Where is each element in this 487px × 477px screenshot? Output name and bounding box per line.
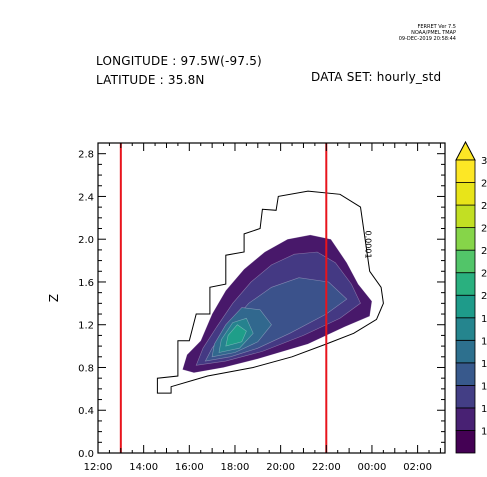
colorbar-swatch — [455, 182, 476, 206]
colorbar-label: 2 — [481, 269, 487, 280]
colorbar-swatch — [455, 159, 476, 183]
x-tick-label: 20:00 — [266, 462, 295, 473]
y-tick-label: 2.8 — [78, 150, 94, 161]
stamp-line-2: NOAA/PMEL TMAP — [411, 30, 456, 36]
colorbar-label: 2 — [481, 291, 487, 302]
plot-content — [156, 190, 384, 394]
x-tick-label: 16:00 — [175, 462, 204, 473]
plot-frame — [97, 142, 446, 454]
colorbar-label: 1 — [481, 359, 487, 370]
colorbar-swatch — [455, 384, 476, 409]
stamp-line-3: 09-DEC-2019 20:58:44 — [398, 36, 456, 42]
colorbar-label: 2 — [481, 179, 487, 190]
colorbar-swatch — [455, 430, 476, 454]
stamp-line-1: FERRET Ver 7.5 — [417, 24, 457, 30]
filled-contour-6 — [225, 324, 247, 347]
colorbar-label: 1 — [481, 426, 487, 437]
y-tick-label: 0.8 — [78, 363, 94, 374]
x-tick-label: 12:00 — [84, 462, 113, 473]
x-tick-label: 00:00 — [358, 462, 387, 473]
contour-label: 0.0001 — [364, 231, 373, 259]
outer-contour-line — [156, 190, 384, 394]
x-tick-label: 22:00 — [312, 462, 341, 473]
colorbar-label: 2 — [481, 201, 487, 212]
x-tick-label: 02:00 — [403, 462, 432, 473]
dataset-label: DATA SET: hourly_std — [311, 70, 442, 84]
y-tick-label: 2.4 — [78, 192, 94, 203]
colorbar-top-triangle — [455, 140, 476, 161]
colorbar-swatch — [455, 294, 476, 319]
colorbar-label: 2 — [481, 246, 487, 257]
longitude-label: LONGITUDE : 97.5W(-97.5) — [96, 54, 262, 68]
colorbar-label: 1 — [481, 404, 487, 415]
ferret-stamp: FERRET Ver 7.5 NOAA/PMEL TMAP 09-DEC-201… — [398, 24, 456, 42]
colorbar-label: 2 — [481, 224, 487, 235]
colorbar-swatch — [455, 317, 476, 341]
colorbar-swatch — [455, 407, 476, 431]
y-tick-label: 2.0 — [78, 235, 94, 246]
colorbar-swatch — [455, 339, 476, 364]
x-tick-label: 14:00 — [129, 462, 158, 473]
colorbar-swatch — [455, 227, 476, 251]
colorbar-swatch — [455, 249, 476, 274]
colorbar-swatch — [455, 204, 476, 229]
y-axis-label: Z — [47, 294, 61, 302]
colorbar-label: 1 — [481, 336, 487, 347]
latitude-label: LATITUDE : 35.8N — [96, 73, 205, 87]
y-tick-label: 0.4 — [78, 406, 94, 417]
x-tick-label: 18:00 — [221, 462, 250, 473]
y-tick-label: 1.2 — [78, 321, 94, 332]
y-tick-label: 0.0 — [78, 449, 94, 460]
colorbar-swatch — [455, 362, 476, 386]
colorbar-swatch — [455, 272, 476, 296]
colorbar-label: 1 — [481, 381, 487, 392]
y-tick-label: 1.6 — [78, 278, 94, 289]
colorbar-label: 3 — [481, 156, 487, 167]
colorbar-label: 1 — [481, 314, 487, 325]
